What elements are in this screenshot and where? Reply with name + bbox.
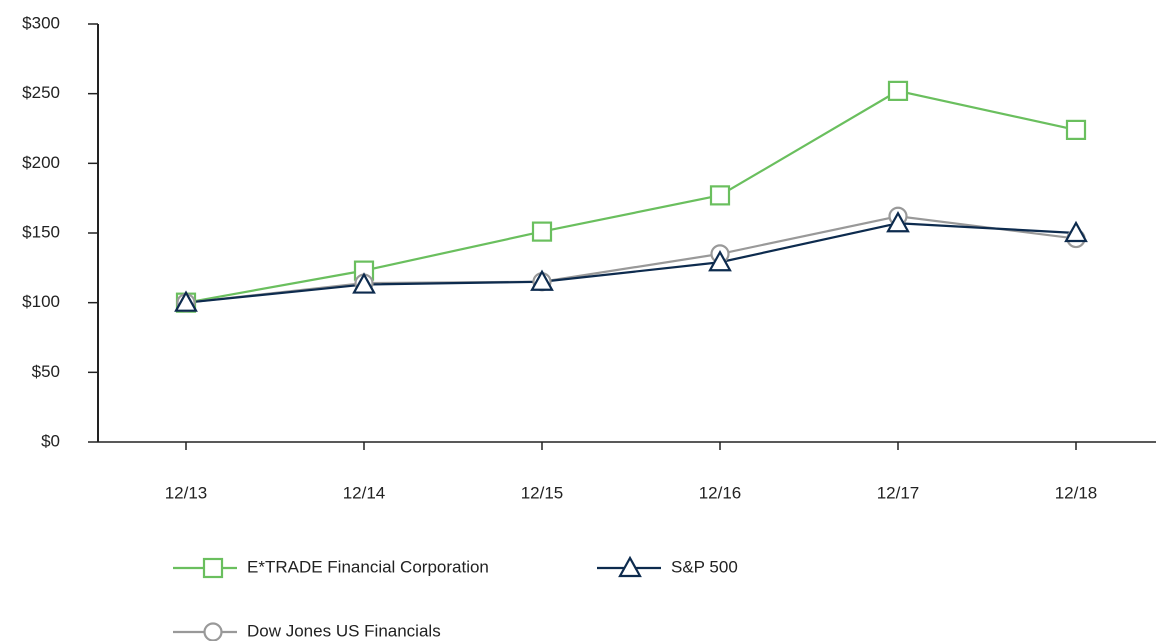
data-point	[709, 185, 731, 206]
series-line	[185, 222, 1077, 304]
data-point	[1065, 119, 1087, 140]
legend-marker	[202, 557, 224, 579]
y-tick-label: $200	[22, 153, 60, 172]
y-tick-label: $50	[32, 362, 60, 381]
x-tick-label: 12/16	[699, 483, 742, 502]
x-tick-label: 12/17	[877, 483, 920, 502]
data-point	[530, 269, 554, 291]
legend-marker	[618, 555, 642, 578]
y-tick-label: $150	[22, 222, 60, 241]
data-point	[352, 272, 376, 294]
legend-label: S&P 500	[671, 557, 738, 576]
y-tick-label: $300	[22, 13, 60, 32]
legend-label: E*TRADE Financial Corporation	[247, 557, 489, 576]
series-line	[185, 215, 1077, 304]
y-tick-label: $250	[22, 83, 60, 102]
y-tick-label: $100	[22, 292, 60, 311]
x-tick-label: 12/14	[343, 483, 386, 502]
x-tick-label: 12/13	[165, 483, 208, 502]
series-line	[185, 89, 1077, 304]
legend-label: Dow Jones US Financials	[247, 621, 441, 640]
legend-marker	[203, 622, 223, 641]
data-point	[1064, 220, 1088, 243]
data-point	[174, 290, 198, 312]
x-tick-label: 12/15	[521, 483, 564, 502]
data-point	[531, 221, 553, 242]
y-tick-label: $0	[41, 431, 60, 450]
data-point	[886, 210, 910, 233]
data-point	[708, 249, 732, 272]
data-point	[887, 80, 909, 101]
x-tick-label: 12/18	[1055, 483, 1098, 502]
